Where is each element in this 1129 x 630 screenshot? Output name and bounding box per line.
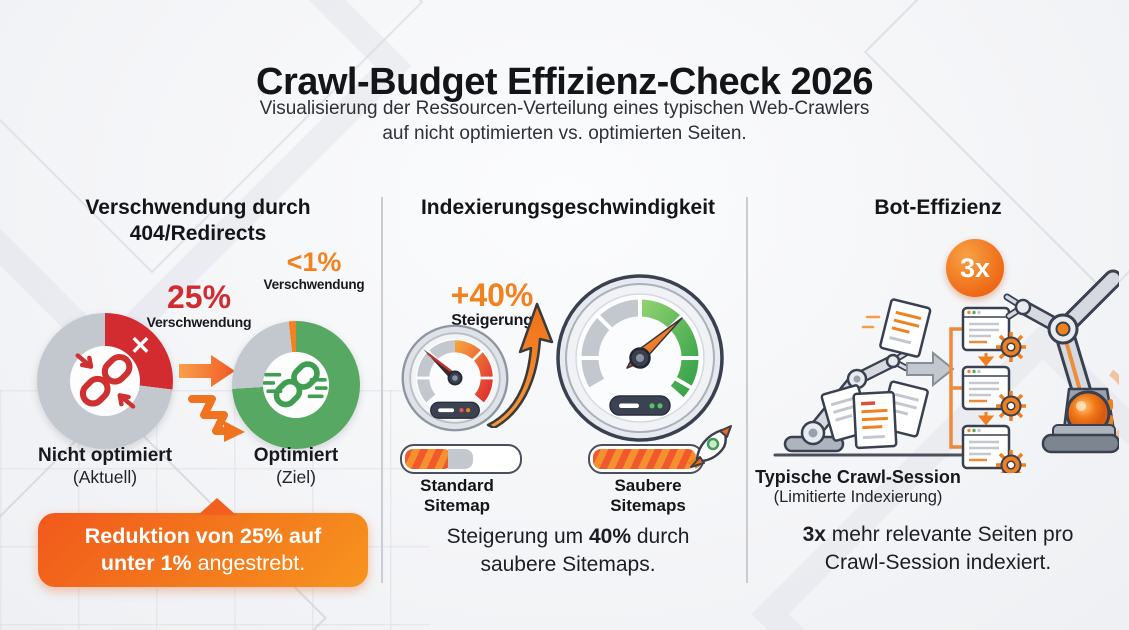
speed-result-text: Steigerung um 40% durch saubere Sitemaps… bbox=[446, 525, 690, 576]
speed-boost-stat: +40% Steigerung bbox=[427, 279, 557, 330]
gray-arrow-icon bbox=[906, 350, 955, 388]
3x-badge: 3x bbox=[946, 239, 1004, 297]
progress-bar-standard-sitemap bbox=[400, 444, 522, 474]
section-speed: Indexierungsgeschwindigkeit +40% Steiger… bbox=[390, 195, 746, 595]
section-speed-title: Indexierungsgeschwindigkeit bbox=[420, 196, 716, 219]
waste-before-stat: 25% Verschwendung bbox=[138, 281, 260, 330]
caption-optimized: Optimiert (Ziel) bbox=[253, 445, 339, 487]
donut-chart-optimized bbox=[232, 321, 360, 449]
subtitle-line-1: Visualisierung der Ressourcen-Verteilung… bbox=[259, 98, 870, 119]
waste-after-stat: <1% Verschwendung bbox=[250, 247, 378, 292]
bots-result-text: 3x mehr relevante Seiten pro Crawl-Sessi… bbox=[802, 523, 1074, 574]
subtitle-line-2: auf nicht optimierten vs. optimierten Se… bbox=[382, 123, 747, 144]
clean-link-icon bbox=[263, 361, 328, 408]
gauge-low-icon bbox=[401, 324, 509, 432]
page-card bbox=[961, 365, 1011, 411]
arrow-down-icon bbox=[977, 412, 995, 426]
page-card bbox=[961, 424, 1011, 470]
crawl-session-caption: Typische Crawl-Session (Limitierte Index… bbox=[755, 467, 961, 506]
page-subtitle: Visualisierung der Ressourcen-Verteilung… bbox=[0, 96, 1129, 146]
label-standard-sitemap: Standard Sitemap bbox=[420, 476, 494, 515]
waste-after-value: <1% bbox=[286, 247, 342, 277]
column-divider-left bbox=[381, 197, 383, 583]
page-title: Crawl-Budget Effizienz-Check 2026 bbox=[256, 61, 873, 104]
speed-boost-value: +40% bbox=[450, 277, 534, 313]
documents-stack-icon bbox=[820, 380, 929, 450]
speed-boost-label: Steigerung bbox=[451, 311, 533, 329]
broken-link-icon bbox=[75, 353, 135, 409]
gear-icon bbox=[996, 332, 1026, 362]
progress-tail-gray bbox=[448, 449, 473, 469]
progress-fill-high bbox=[593, 449, 696, 469]
progress-fill-low bbox=[405, 449, 453, 469]
gear-icon bbox=[996, 450, 1026, 473]
page-card bbox=[961, 306, 1011, 352]
arrow-down-icon bbox=[977, 353, 995, 367]
waste-after-label: Verschwendung bbox=[263, 276, 365, 292]
section-waste: Verschwendung durch 404/Redirects 25% Ve… bbox=[20, 195, 376, 595]
flying-document-icon bbox=[861, 298, 932, 358]
banner-pointer bbox=[198, 498, 236, 515]
column-divider-right bbox=[746, 197, 748, 583]
gear-icon bbox=[996, 391, 1026, 421]
donut-a-hole bbox=[69, 345, 141, 417]
section-waste-title: Verschwendung durch 404/Redirects bbox=[85, 196, 311, 245]
waste-before-label: Verschwendung bbox=[146, 313, 252, 330]
x-mark: ✕ bbox=[130, 332, 151, 360]
robot-arm-right-icon bbox=[1003, 269, 1119, 454]
donut-b-hole bbox=[262, 351, 330, 419]
orange-connector-line bbox=[949, 327, 963, 449]
target-banner: Reduktion von 25% auf unter 1% angestreb… bbox=[38, 498, 368, 587]
robot-arms-illustration bbox=[773, 269, 1119, 473]
right-arrow-icon bbox=[179, 355, 235, 387]
growth-arrow-icon bbox=[486, 302, 554, 428]
zigzag-arrow-icon bbox=[188, 395, 245, 442]
rocket-icon bbox=[688, 425, 732, 469]
donut-chart-not-optimized: ✕ bbox=[37, 313, 173, 449]
section-bots-title: Bot-Effizienz bbox=[874, 196, 1002, 219]
progress-bar-clean-sitemaps bbox=[588, 444, 704, 474]
label-clean-sitemaps: Saubere Sitemaps bbox=[610, 476, 686, 515]
caption-not-optimized: Nicht optimiert (Aktuell) bbox=[37, 445, 173, 487]
section-bots: Bot-Effizienz 3x bbox=[755, 195, 1121, 595]
waste-before-value: 25% bbox=[166, 279, 232, 315]
gauge-high-icon bbox=[556, 274, 724, 442]
